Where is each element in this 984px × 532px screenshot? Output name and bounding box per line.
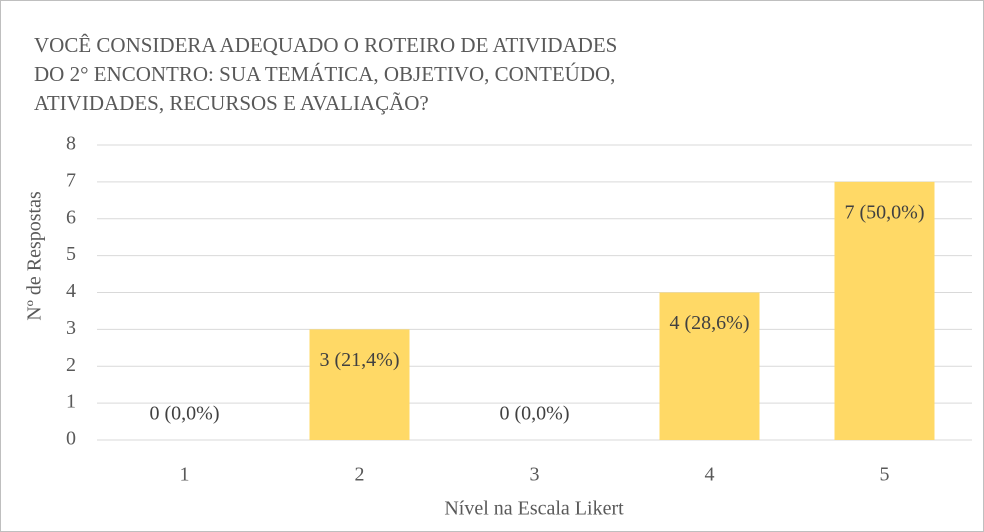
chart-title: DO 2° ENCONTRO: SUA TEMÁTICA, OBJETIVO, … xyxy=(34,62,615,86)
y-tick-label: 2 xyxy=(66,354,76,376)
chart-title: ATIVIDADES, RECURSOS E AVALIAÇÃO? xyxy=(34,91,429,115)
y-tick-label: 6 xyxy=(66,206,76,228)
bar xyxy=(309,329,410,440)
y-tick-label: 3 xyxy=(66,317,76,339)
x-tick-label: 4 xyxy=(705,464,715,486)
data-label: 0 (0,0%) xyxy=(500,403,570,425)
data-label: 3 (21,4%) xyxy=(320,349,400,371)
y-tick-label: 1 xyxy=(66,391,76,413)
y-tick-label: 0 xyxy=(66,428,76,450)
y-tick-label: 5 xyxy=(66,243,76,265)
bar xyxy=(659,292,760,440)
data-label: 4 (28,6%) xyxy=(670,312,750,334)
y-tick-label: 4 xyxy=(66,280,76,302)
bar xyxy=(834,181,935,440)
x-tick-label: 5 xyxy=(880,464,890,486)
y-axis-label: Nº de Respostas xyxy=(24,191,46,321)
y-tick-label: 8 xyxy=(66,133,76,155)
x-tick-label: 1 xyxy=(180,464,190,486)
y-tick-label: 7 xyxy=(66,169,76,191)
x-tick-label: 3 xyxy=(530,464,540,486)
data-label: 0 (0,0%) xyxy=(150,403,220,425)
data-label: 7 (50,0%) xyxy=(845,201,925,223)
chart-title: VOCÊ CONSIDERA ADEQUADO O ROTEIRO DE ATI… xyxy=(34,33,617,57)
x-tick-label: 2 xyxy=(355,464,365,486)
x-axis-label: Nível na Escala Likert xyxy=(444,498,624,520)
